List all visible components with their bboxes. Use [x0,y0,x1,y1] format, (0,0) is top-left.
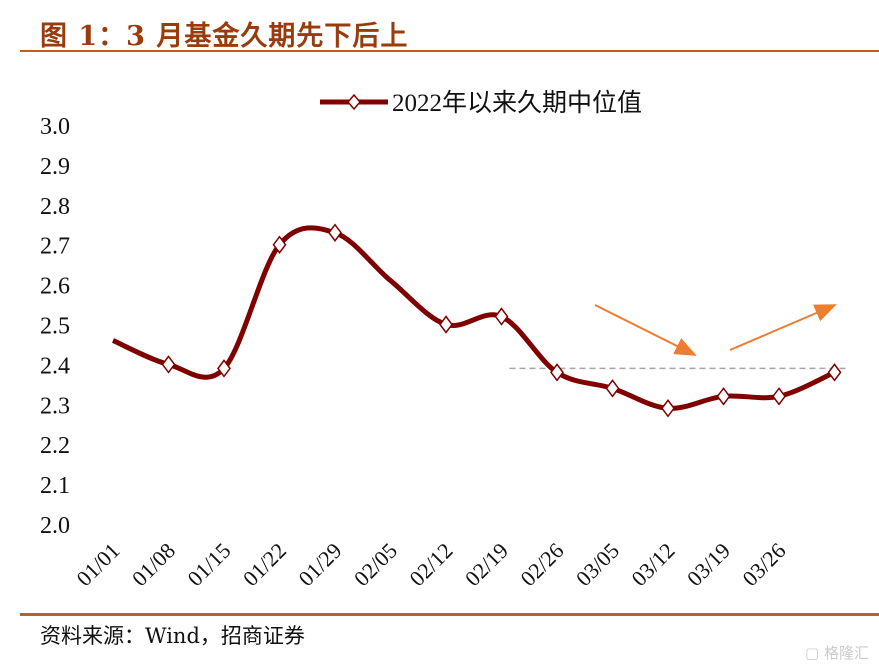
data-point-marker [328,223,342,242]
y-tick-label: 2.3 [40,393,70,419]
figure-title: 图 1：3 月基金久期先下后上 [40,21,409,52]
watermark-logo: ▢ 格隆汇 [805,644,869,662]
data-point-marker [550,363,564,382]
data-point-marker [716,387,731,406]
trend-arrow-up [729,304,837,351]
legend-label: 2022年以来久期中位值 [392,89,642,117]
x-tick-label: 02/05 [349,538,402,591]
legend-marker [347,93,361,111]
x-tick-label: 03/26 [737,538,790,591]
x-tick-label: 03/05 [571,538,624,591]
x-tick-label: 01/22 [238,538,291,591]
x-tick-label: 01/01 [71,538,124,591]
x-tick-label: 02/19 [460,538,513,591]
title-divider [20,50,879,52]
y-tick-label: 2.0 [40,513,70,539]
data-point-marker [439,315,453,334]
data-point-marker [772,387,786,406]
source-note: 资料来源：Wind，招商证券 [40,624,305,648]
data-point-marker [827,363,842,382]
data-point-marker [272,235,287,254]
legend: 2022年以来久期中位值 [320,89,642,117]
y-tick-label: 2.8 [40,194,70,220]
y-tick-label: 2.5 [40,314,70,340]
x-tick-label: 01/29 [293,538,346,591]
x-tick-label: 02/12 [404,538,457,591]
y-tick-label: 2.9 [40,154,70,180]
y-tick-label: 2.7 [40,234,70,260]
line-chart: 2022年以来久期中位值 3.0 2.9 2.8 2.7 2.6 2.5 2.4 2.3 2.2… [40,89,847,591]
y-tick-label: 2.4 [40,353,70,379]
trend-arrow-down [594,304,697,356]
series-line [111,225,836,411]
y-tick-label: 2.2 [40,433,70,459]
y-tick-label: 2.6 [40,274,70,300]
x-tick-label: 03/12 [626,538,679,591]
data-point-marker [661,399,675,418]
data-point-marker [494,307,509,326]
x-tick-label: 01/08 [127,538,180,591]
x-tick-label: 01/15 [182,538,235,591]
source-divider [20,613,879,616]
data-point-marker [161,355,176,374]
x-tick-label: 02/26 [515,538,568,591]
x-tick-label: 03/19 [682,538,735,591]
data-point-marker [605,379,620,398]
data-point-marker [217,359,231,378]
y-tick-label: 3.0 [40,114,70,140]
y-tick-label: 2.1 [40,473,70,499]
